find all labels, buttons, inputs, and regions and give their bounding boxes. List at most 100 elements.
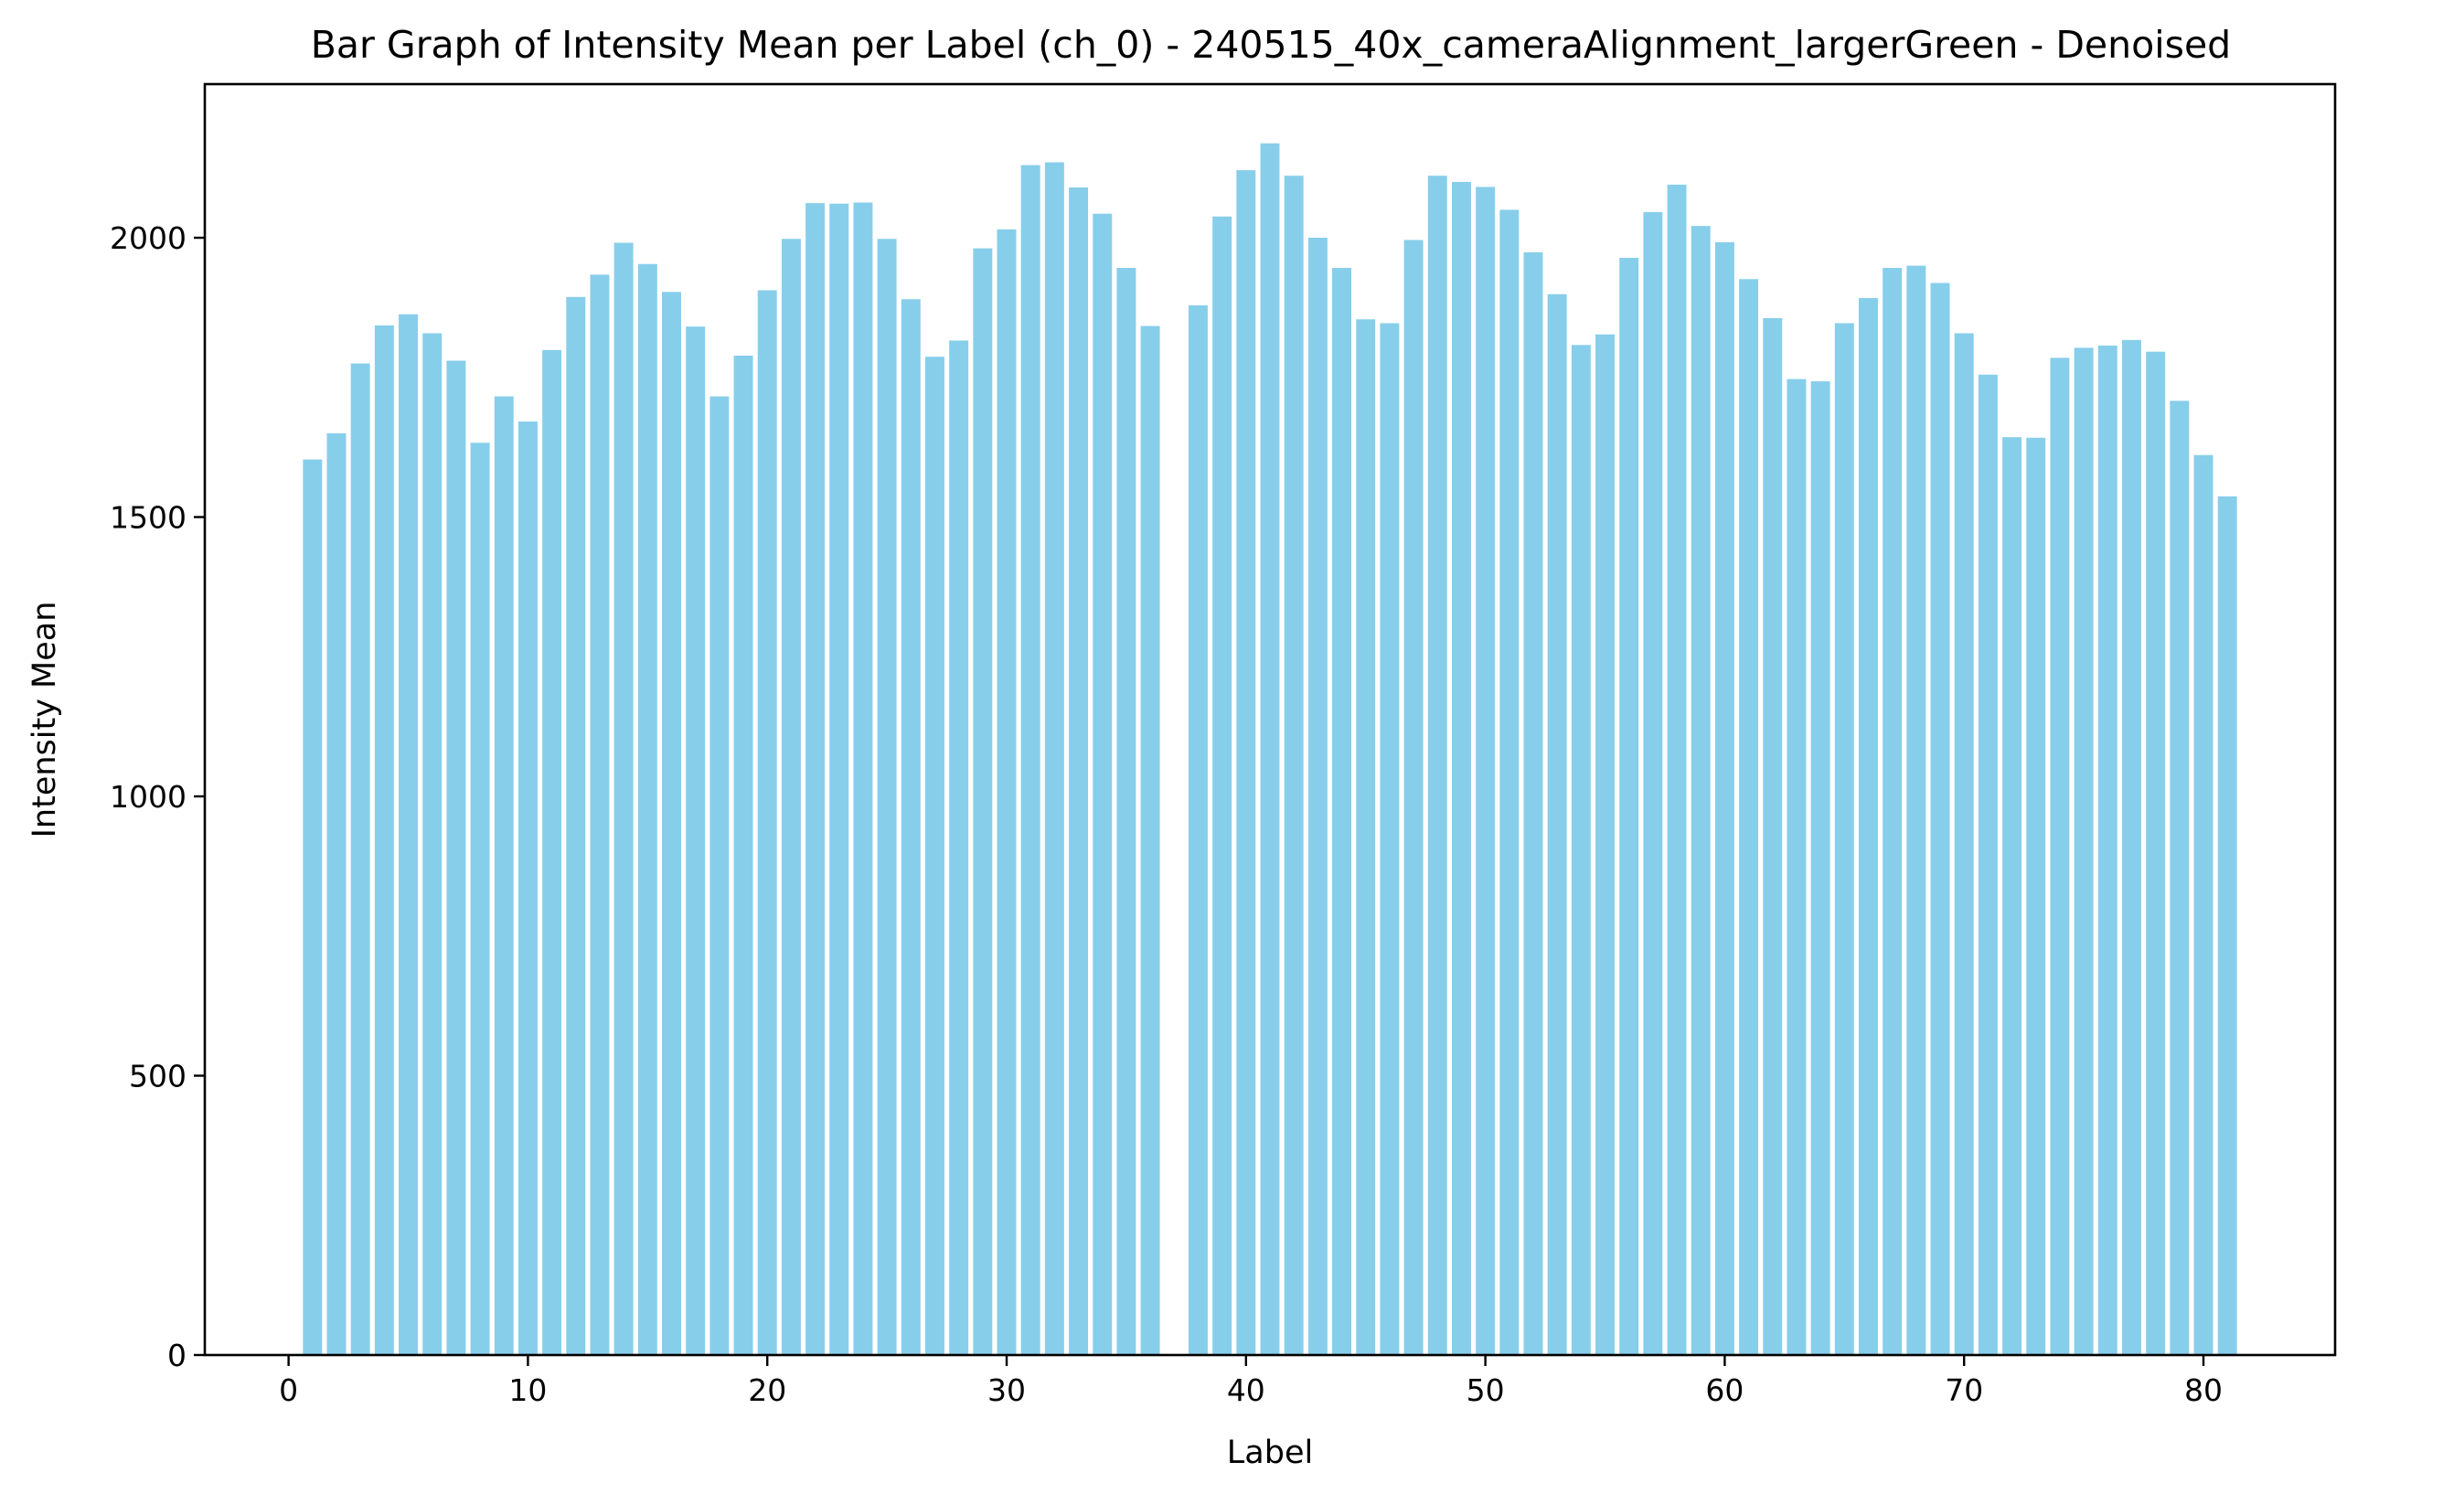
bar: [1714, 241, 1734, 1355]
bar: [1763, 318, 1783, 1355]
bar: [1595, 334, 1615, 1356]
plot-frame: [203, 82, 2337, 1357]
bar: [494, 396, 514, 1355]
y-tick-label: 500: [129, 1059, 187, 1094]
bar: [1691, 226, 1711, 1356]
bar: [542, 349, 562, 1356]
bar: [877, 239, 897, 1355]
bar: [1883, 268, 1903, 1355]
bar: [1523, 251, 1543, 1355]
bar: [1643, 211, 1663, 1355]
bar: [350, 363, 370, 1355]
axes-group: [203, 82, 2337, 1357]
x-tick-label: 60: [1705, 1372, 1744, 1408]
bar: [1140, 325, 1160, 1355]
y-tick-label: 0: [167, 1338, 187, 1373]
bar: [1499, 209, 1520, 1356]
bar: [470, 443, 490, 1355]
bar: [1547, 293, 1567, 1356]
bar: [2146, 351, 2166, 1355]
bar: [2097, 345, 2117, 1356]
bar: [1954, 333, 1974, 1355]
x-tick-label: 30: [987, 1372, 1026, 1408]
bar: [1307, 238, 1328, 1355]
bar: [2050, 357, 2070, 1355]
bar: [1667, 184, 1687, 1356]
bar: [1284, 176, 1304, 1356]
x-tick-label: 50: [1467, 1372, 1505, 1408]
bar: [781, 239, 801, 1355]
bar: [1403, 240, 1424, 1356]
bar: [1116, 268, 1136, 1355]
bar: [422, 333, 443, 1355]
bar: [2074, 347, 2094, 1355]
bar: [1093, 213, 1113, 1355]
x-tick-label: 10: [508, 1372, 547, 1408]
y-axis-ticks: 0 500 1000 1500 2000: [110, 220, 205, 1373]
bar: [1356, 319, 1376, 1356]
bar: [1332, 268, 1352, 1355]
bar: [1787, 379, 1807, 1356]
bars-group: [303, 143, 2237, 1356]
y-axis-label: Intensity Mean: [27, 602, 63, 838]
bar: [733, 355, 753, 1356]
bar: [686, 326, 706, 1355]
bar: [1930, 283, 1950, 1355]
bar: [1427, 176, 1447, 1356]
bar: [901, 299, 921, 1356]
bar: [2002, 437, 2022, 1355]
y-tick-label: 2000: [110, 220, 187, 256]
bar: [2170, 400, 2190, 1356]
bar: [2193, 454, 2213, 1355]
bar: [399, 314, 418, 1356]
x-axis-label: Label: [1227, 1435, 1313, 1471]
bar: [590, 274, 610, 1356]
bar: [1978, 374, 1998, 1356]
x-tick-label: 0: [279, 1372, 298, 1408]
bar: [1020, 165, 1040, 1356]
bar: [326, 432, 347, 1355]
bar: [1739, 279, 1759, 1355]
bar: [374, 325, 394, 1356]
bar: [1044, 162, 1064, 1355]
x-tick-label: 80: [2184, 1372, 2223, 1408]
x-tick-label: 20: [748, 1372, 786, 1408]
bar: [1260, 143, 1280, 1355]
bar: [613, 242, 634, 1355]
bar: [446, 360, 466, 1356]
chart-title: Bar Graph of Intensity Mean per Label (c…: [311, 23, 2231, 67]
bar: [1380, 323, 1400, 1355]
x-axis-ticks: 0 10 20 30 40 50 60 70 80: [279, 1355, 2223, 1408]
bar: [566, 296, 586, 1355]
bar: [997, 229, 1017, 1356]
bar: [2122, 339, 2141, 1356]
x-tick-label: 40: [1227, 1372, 1265, 1408]
bar: [2217, 496, 2237, 1355]
bar: [1834, 323, 1854, 1355]
bar: [637, 263, 657, 1355]
y-tick-label: 1000: [110, 779, 187, 815]
bar: [1906, 265, 1926, 1355]
bar: [1188, 304, 1208, 1356]
bar: [709, 396, 730, 1355]
bar: [1571, 345, 1591, 1356]
bar: [1619, 258, 1639, 1355]
bar: [2026, 437, 2046, 1355]
bar: [303, 459, 323, 1356]
bar: [1212, 216, 1232, 1355]
bar: [973, 248, 993, 1355]
bar: [805, 203, 826, 1355]
bar: [1236, 170, 1256, 1356]
bar: [662, 292, 681, 1355]
y-tick-label: 1500: [110, 500, 187, 536]
bar: [1069, 187, 1089, 1355]
bar: [757, 290, 777, 1356]
x-tick-label: 70: [1945, 1372, 1983, 1408]
bar: [517, 422, 538, 1355]
bar: [829, 203, 849, 1355]
bar: [1859, 298, 1878, 1355]
bar: [925, 357, 944, 1355]
bar: [1451, 181, 1471, 1355]
